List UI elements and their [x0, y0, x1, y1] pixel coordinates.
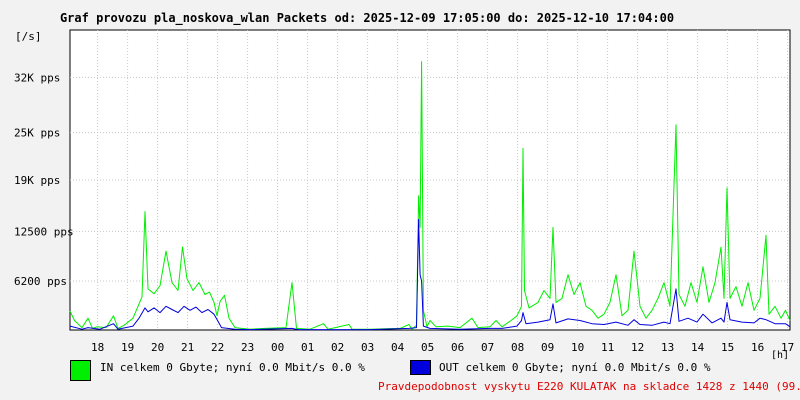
- x-tick-label: 12: [631, 341, 644, 354]
- x-tick-label: 18: [91, 341, 104, 354]
- grid-lines: [70, 30, 790, 330]
- x-tick-label: 03: [361, 341, 374, 354]
- x-tick-label: 23: [241, 341, 254, 354]
- x-axis-unit: [h]: [771, 350, 790, 361]
- y-axis-label: [/s]: [15, 30, 42, 43]
- x-tick-label: 07: [481, 341, 494, 354]
- x-tick-label: 04: [391, 341, 405, 354]
- y-tick-label: 19K pps: [14, 174, 60, 187]
- series-line-in: [69, 61, 791, 330]
- x-tick-label: 22: [211, 341, 224, 354]
- x-tick-label: 06: [451, 341, 464, 354]
- x-tick-label: 02: [331, 341, 344, 354]
- x-tick-label: 16: [751, 341, 764, 354]
- footnote: Pravdepodobnost vyskytu E220 KULATAK na …: [378, 380, 800, 393]
- legend-out-swatch: [410, 360, 431, 375]
- x-tick-label: 10: [571, 341, 584, 354]
- x-tick-label: 13: [661, 341, 674, 354]
- chart-title: Graf provozu pla_noskova_wlan Packets od…: [59, 11, 675, 25]
- series-line-out: [69, 219, 791, 331]
- legend-out-text: OUT celkem 0 Gbyte; nyní 0.0 Mbit/s 0.0 …: [439, 361, 711, 374]
- x-tick-label: 20: [151, 341, 164, 354]
- x-tick-label: 17: [781, 341, 794, 354]
- x-tick-label: 21: [181, 341, 194, 354]
- x-tick-label: 15: [721, 341, 734, 354]
- x-tick-label: 19: [121, 341, 134, 354]
- x-tick-label: 05: [421, 341, 434, 354]
- x-tick-label: 09: [541, 341, 554, 354]
- y-tick-label: 6200 pps: [14, 275, 67, 288]
- legend-in-swatch: [70, 360, 91, 381]
- x-tick-label: 01: [301, 341, 314, 354]
- y-tick-labels: 6200 pps 12500 pps 19K pps 25K pps 32K pps: [14, 71, 74, 288]
- y-tick-label: 32K pps: [14, 71, 60, 84]
- y-tick-label: 12500 pps: [14, 225, 74, 238]
- x-tick-label: 14: [691, 341, 705, 354]
- y-tick-label: 25K pps: [14, 127, 60, 140]
- legend-in-text: IN celkem 0 Gbyte; nyní 0.0 Mbit/s 0.0 %: [100, 361, 365, 374]
- series-lines: [69, 61, 791, 331]
- x-tick-label: 11: [601, 341, 614, 354]
- x-tick-labels: 18 19 20 21 22 23 00 01 02 03 04 05 06 07 08 09 10 11 12 13…: [91, 341, 794, 354]
- x-tick-label: 08: [511, 341, 524, 354]
- x-tick-label: 00: [271, 341, 284, 354]
